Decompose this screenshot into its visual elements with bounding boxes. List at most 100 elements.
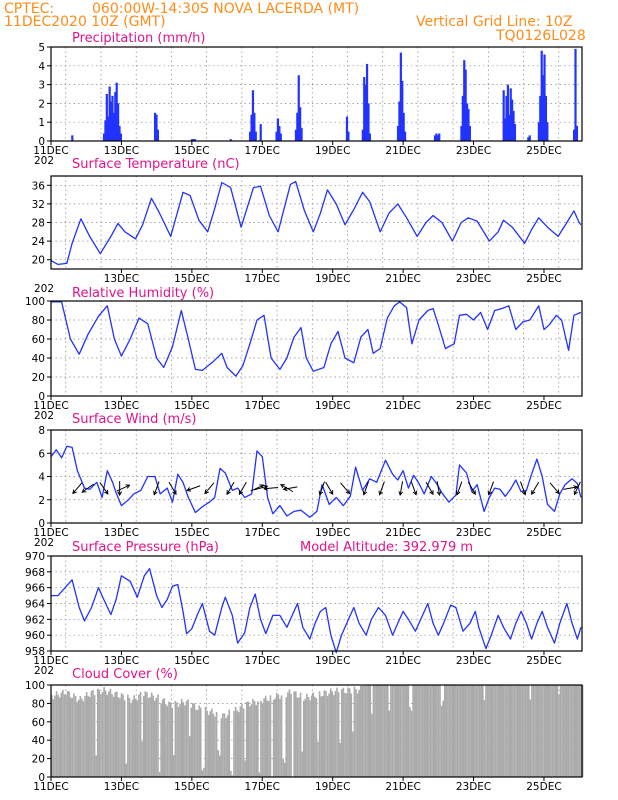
cloud-cover-bar <box>70 697 72 777</box>
precipitation-bar <box>115 82 118 141</box>
cloud-cover-bar <box>333 695 335 777</box>
precipitation-bar <box>156 129 159 141</box>
x-tick-label: 11DEC <box>33 145 68 157</box>
x-tick-label: 15DEC <box>174 400 209 412</box>
wind-arrow-shaft <box>456 481 463 495</box>
x-tick-label: 23DEC <box>456 273 491 285</box>
wind-arrow-shaft <box>399 481 404 496</box>
cloud-cover-bar <box>111 694 113 777</box>
precipitation-bar <box>403 131 407 141</box>
x-tick-label: 15DEC <box>174 527 209 539</box>
x-tick-year-label: 202 <box>34 665 54 677</box>
cloud-cover-bar <box>326 695 329 777</box>
cloud-cover-bar <box>504 685 506 777</box>
cloud-cover-bar <box>405 685 408 777</box>
wind-arrow-head <box>238 490 244 496</box>
cloud-cover-bar <box>556 685 559 777</box>
cloud-cover-bar <box>355 689 357 777</box>
x-tick-label: 23DEC <box>456 655 491 667</box>
cloud-cover-bar <box>296 697 299 777</box>
cloud-cover-bar <box>331 691 334 777</box>
cloud-cover-bar <box>472 685 475 777</box>
cloud-cover-bar <box>325 691 327 777</box>
precipitation-bar <box>347 131 350 141</box>
cloud-cover-bar <box>578 685 581 777</box>
cloud-cover-bar <box>347 687 349 777</box>
cloud-cover-bar <box>119 698 121 777</box>
cloud-cover-bar <box>290 694 292 777</box>
cloud-cover-bar <box>436 685 438 777</box>
cloud-cover-bar <box>220 718 223 777</box>
cloud-cover-bar <box>108 691 110 777</box>
precipitation-bar <box>528 135 531 141</box>
cloud-cover-bar <box>244 760 246 777</box>
cloud-cover-bar <box>212 713 215 777</box>
x-tick-label: 25DEC <box>526 781 561 793</box>
cloud-cover-title: Cloud Cover (%) <box>72 667 178 682</box>
x-tick-label: 21DEC <box>385 527 420 539</box>
precipitation-bar <box>540 50 543 142</box>
cloud-cover-bar <box>142 696 145 777</box>
cloud-cover-bar <box>447 685 449 777</box>
cloud-cover-bar <box>152 695 155 777</box>
cloud-cover-bar <box>317 741 319 777</box>
precipitation-bar <box>461 95 464 141</box>
cloud-cover-bar <box>567 685 570 777</box>
cloud-cover-bar <box>180 698 183 777</box>
cloud-cover-bar <box>206 710 208 777</box>
cloud-cover-bar <box>575 685 578 777</box>
cloud-cover-bar <box>299 692 302 777</box>
precipitation-bar <box>279 133 282 141</box>
cloud-cover-bar <box>462 685 465 777</box>
cloud-cover-bar <box>233 710 235 777</box>
cloud-cover-bar <box>256 701 259 777</box>
cloud-cover-bar <box>390 685 392 777</box>
cloud-cover-bar <box>404 685 406 777</box>
y-tick-label: 0 <box>38 518 45 530</box>
precipitation-bar <box>254 131 257 141</box>
cloud-cover-bar <box>168 701 170 777</box>
cloud-cover-bar <box>554 685 557 777</box>
cloud-cover-bar <box>62 689 64 777</box>
precipitation-bar <box>300 127 303 141</box>
precipitation-bar <box>503 118 507 141</box>
wind-arrow-shaft <box>379 481 385 495</box>
cloud-cover-bar <box>455 685 457 777</box>
wind-arrow-head <box>436 491 442 497</box>
precipitation-bar <box>249 131 252 141</box>
x-tick-label: 23DEC <box>456 527 491 539</box>
cloud-cover-bar <box>523 685 525 777</box>
cloud-cover-bar <box>483 699 486 777</box>
cloud-cover-bar <box>146 692 148 777</box>
y-tick-label: 24 <box>32 236 46 248</box>
precipitation-bar <box>465 103 469 141</box>
cloud-cover-bar <box>269 695 272 777</box>
y-tick-label: 1 <box>38 117 45 129</box>
x-tick-label: 13DEC <box>104 655 139 667</box>
pressure-panel: 958 960 962 964 966 968 970 11DEC 13DEC 15DEC 17DE… <box>25 540 583 677</box>
x-tick-label: 13DEC <box>104 527 139 539</box>
wind-arrow-head <box>573 490 578 496</box>
precipitation-bar <box>575 125 579 141</box>
pressure-title: Surface Pressure (hPa) <box>72 540 219 555</box>
cloud-cover-bar <box>529 699 532 777</box>
precipitation-panel: 0 1 2 3 4 5 11DEC 13DEC 15DEC 17DEC 19DEC 21DEC 23DE… <box>33 31 583 167</box>
cloud-cover-bar <box>456 685 459 777</box>
cloud-cover-bar <box>307 696 310 777</box>
wind-arrow-head <box>282 486 288 492</box>
cloud-cover-bar <box>535 685 538 777</box>
precipitation-bar <box>107 116 110 141</box>
cloud-cover-bar <box>513 685 516 777</box>
y-tick-label: 962 <box>25 614 45 626</box>
cloud-cover-bar <box>115 691 118 777</box>
wind-arrow-head <box>117 491 123 497</box>
cloud-cover-bar <box>515 685 517 777</box>
x-tick-label: 11DEC <box>33 655 68 667</box>
cloud-cover-bar <box>491 685 494 777</box>
x-tick-label: 25DEC <box>526 655 561 667</box>
wind-arrow-head <box>573 485 579 490</box>
cloud-cover-bar <box>431 685 433 777</box>
y-tick-label: 960 <box>25 630 45 642</box>
cloud-cover-bar <box>580 685 582 777</box>
y-tick-label: 20 <box>32 372 45 384</box>
